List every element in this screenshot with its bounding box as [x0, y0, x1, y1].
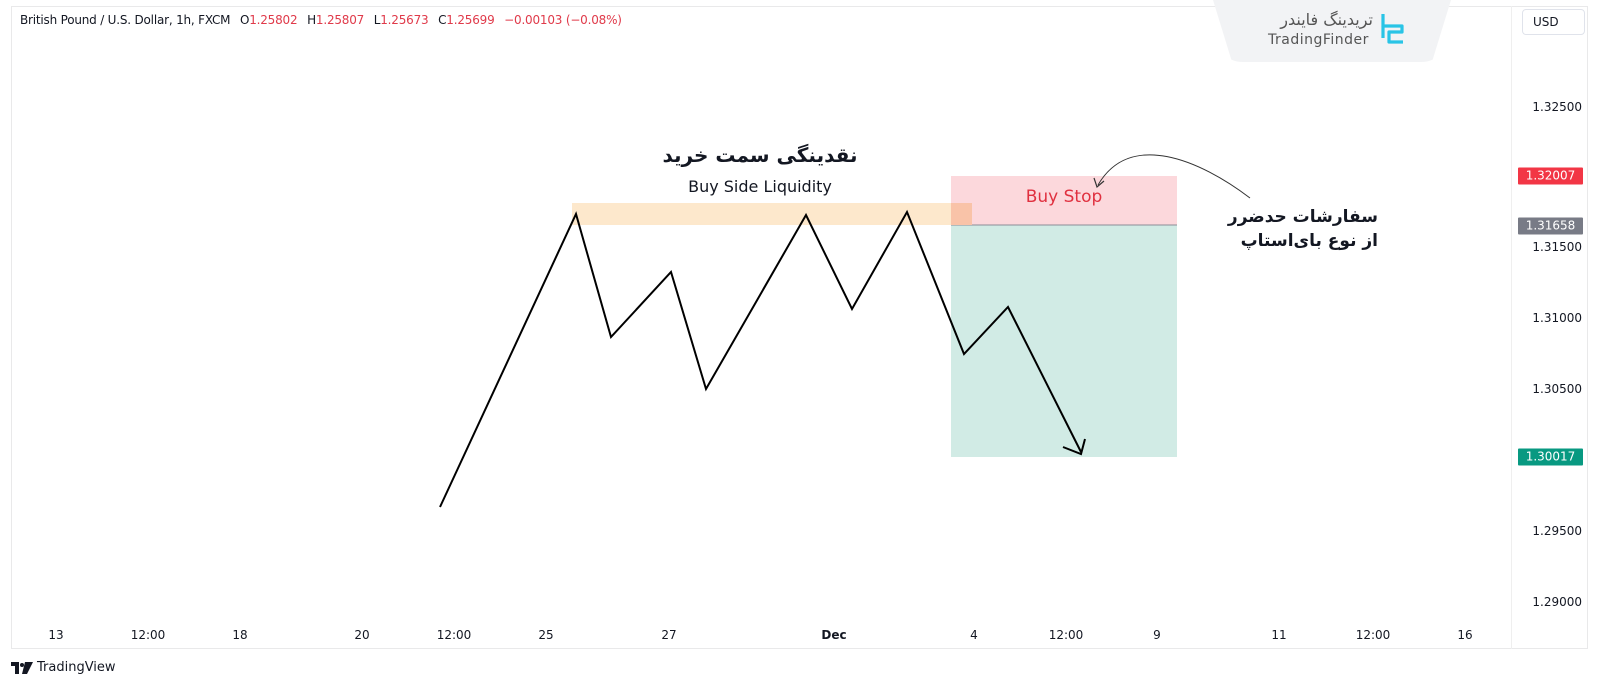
tradingview-logo[interactable]: TradingView [11, 660, 116, 675]
close-value: 1.25699 [446, 13, 495, 27]
x-tick: 9 [1153, 628, 1161, 642]
target-price-badge: 1.30017 [1518, 448, 1583, 466]
price-path-line [439, 209, 1082, 508]
tradingfinder-logo-icon [1381, 14, 1404, 44]
stop-orders-note: سفارشات حدضرر از نوع بای‌استاپ [1180, 205, 1378, 253]
price-axis-divider [1511, 6, 1512, 649]
close-key: C [438, 13, 447, 27]
chart-pane[interactable] [11, 6, 1588, 649]
x-tick: 13 [48, 628, 64, 642]
x-tick: 4 [970, 628, 978, 642]
x-tick-month: Dec [821, 628, 847, 642]
x-tick: 16 [1457, 628, 1473, 642]
x-tick: 11 [1271, 628, 1287, 642]
open-value: 1.25802 [249, 13, 298, 27]
tradingview-icon [11, 661, 33, 674]
x-tick: 20 [354, 628, 370, 642]
high-key: H [307, 13, 316, 27]
zone-overlap [951, 203, 972, 225]
symbol-legend: British Pound / U.S. Dollar, 1h, FXCM O1… [20, 13, 628, 27]
liquidity-title-fa: نقدینگی سمت خرید [662, 143, 858, 167]
y-tick: 1.29000 [1532, 595, 1582, 609]
y-tick: 1.31000 [1532, 311, 1582, 325]
change-value: −0.00103 (−0.08%) [504, 13, 622, 27]
brand-name-fa: تریدینگ فایندر [1280, 10, 1373, 29]
low-key: L [373, 13, 381, 27]
down-arrow-icon [1062, 438, 1086, 456]
curved-arrow-head-icon [1093, 177, 1105, 189]
brand-watermark [1213, 0, 1451, 62]
buy-side-liquidity-zone [572, 203, 972, 225]
y-tick: 1.30500 [1532, 382, 1582, 396]
open-key: O [239, 13, 250, 27]
buy-stop-zone [951, 176, 1177, 225]
x-tick: 12:00 [1355, 628, 1391, 642]
brand-name-en: TradingFinder [1268, 32, 1369, 48]
tradingview-label: TradingView [37, 660, 116, 675]
x-tick: 27 [661, 628, 677, 642]
symbol-title[interactable]: British Pound / U.S. Dollar, 1h, FXCM [20, 13, 231, 27]
x-tick: 12:00 [1048, 628, 1084, 642]
curved-arrow [1097, 154, 1251, 199]
currency-button[interactable]: USD [1522, 9, 1585, 35]
stop-price-badge: 1.32007 [1518, 167, 1583, 185]
entry-price-badge: 1.31658 [1518, 217, 1583, 235]
target-zone [951, 225, 1177, 457]
x-tick: 12:00 [436, 628, 472, 642]
note-line-1: سفارشات حدضرر [1227, 207, 1378, 227]
x-tick: 12:00 [130, 628, 166, 642]
buy-stop-label: Buy Stop [1025, 187, 1103, 207]
high-value: 1.25807 [315, 13, 365, 27]
y-tick: 1.31500 [1532, 240, 1582, 254]
x-tick: 25 [538, 628, 554, 642]
low-value: 1.25673 [380, 13, 429, 27]
x-tick: 18 [232, 628, 248, 642]
liquidity-title-en: Buy Side Liquidity [688, 177, 832, 196]
y-tick: 1.29500 [1532, 524, 1582, 538]
note-line-2: از نوع بای‌استاپ [1240, 231, 1378, 251]
y-tick: 1.32500 [1532, 100, 1582, 114]
